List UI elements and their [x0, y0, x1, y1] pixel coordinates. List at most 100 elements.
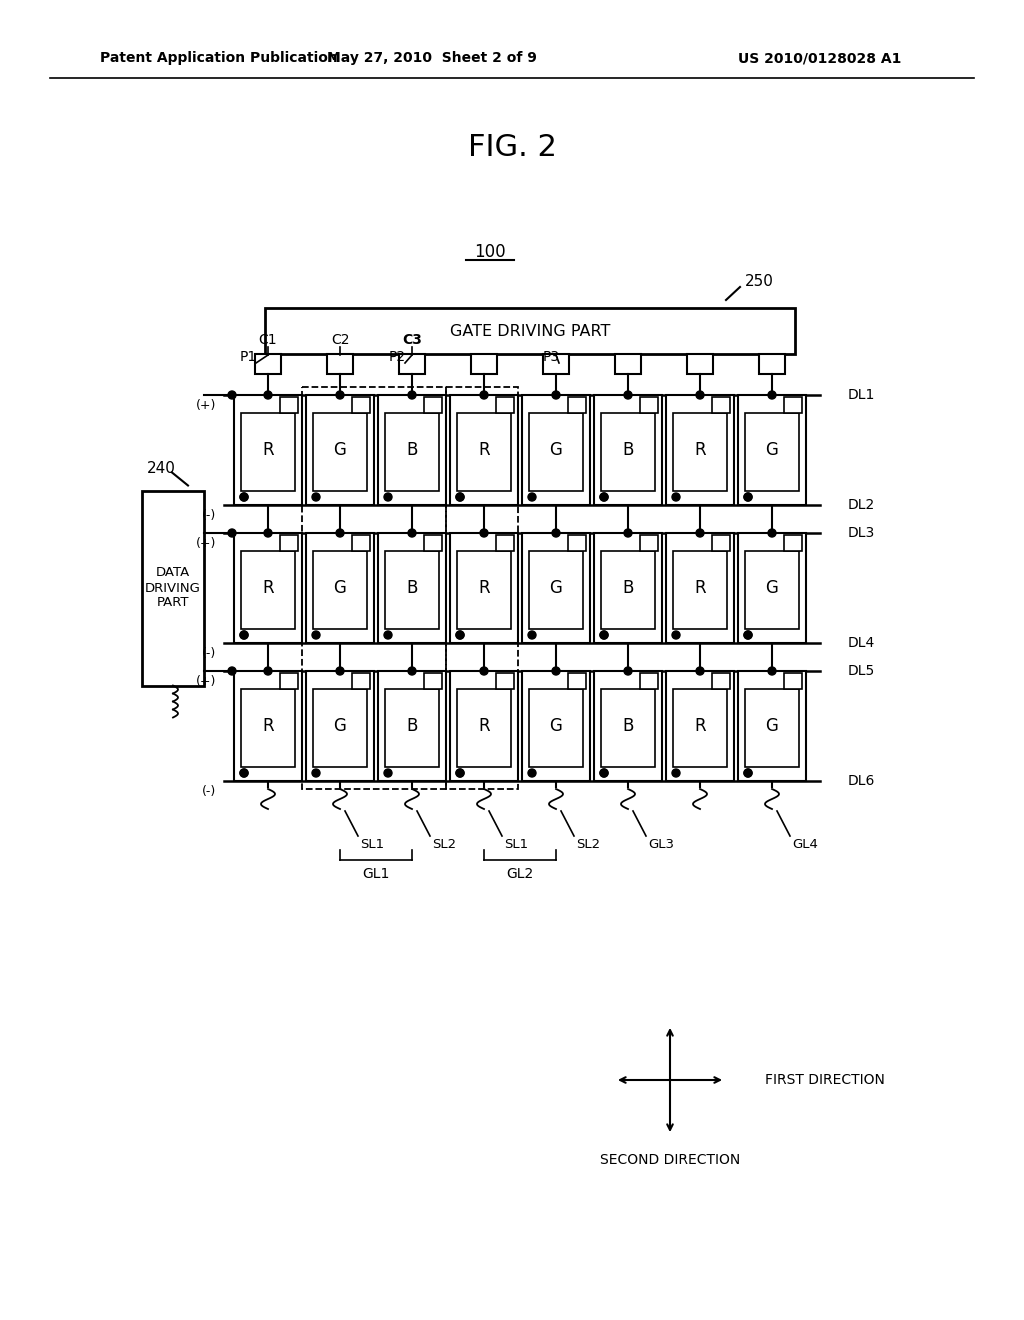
Bar [265, 308, 795, 354]
Circle shape [228, 529, 236, 537]
Text: SL1: SL1 [360, 837, 384, 850]
Bar [313, 413, 367, 491]
Circle shape [264, 529, 272, 537]
Circle shape [240, 492, 248, 502]
Text: US 2010/0128028 A1: US 2010/0128028 A1 [738, 51, 902, 65]
Circle shape [624, 667, 632, 675]
Text: G: G [334, 441, 346, 459]
Circle shape [480, 529, 488, 537]
Text: DL2: DL2 [848, 498, 876, 512]
Bar [241, 550, 295, 630]
Circle shape [336, 391, 344, 399]
Text: (-): (-) [202, 785, 216, 799]
Bar [385, 413, 439, 491]
Text: R: R [478, 717, 489, 735]
Text: G: G [766, 579, 778, 597]
Bar [529, 689, 583, 767]
Circle shape [240, 770, 248, 777]
Circle shape [672, 631, 680, 639]
Circle shape [744, 492, 752, 502]
Bar [543, 354, 569, 374]
Bar [759, 354, 785, 374]
Bar [313, 689, 367, 767]
Bar [784, 673, 802, 689]
Bar [568, 535, 586, 550]
Circle shape [240, 492, 248, 502]
Circle shape [624, 391, 632, 399]
Circle shape [312, 770, 319, 777]
Text: G: G [334, 717, 346, 735]
Bar [280, 673, 298, 689]
Bar [712, 673, 730, 689]
Text: DL5: DL5 [848, 664, 876, 678]
Circle shape [456, 770, 464, 777]
Text: SL2: SL2 [432, 837, 456, 850]
Bar [496, 673, 514, 689]
Bar [522, 671, 590, 781]
Text: G: G [550, 717, 562, 735]
Text: R: R [262, 717, 273, 735]
Text: 100: 100 [474, 243, 506, 261]
Bar [142, 491, 204, 685]
Bar [594, 395, 662, 506]
Text: DL1: DL1 [848, 388, 876, 403]
Text: DL4: DL4 [848, 636, 876, 649]
Text: GL1: GL1 [362, 867, 390, 880]
Bar [529, 550, 583, 630]
Bar [352, 397, 370, 413]
Bar [352, 673, 370, 689]
Circle shape [480, 391, 488, 399]
Bar [450, 533, 518, 643]
Circle shape [228, 391, 236, 399]
Circle shape [696, 529, 705, 537]
Circle shape [600, 631, 608, 639]
Bar [255, 354, 281, 374]
Circle shape [384, 770, 392, 777]
Circle shape [552, 667, 560, 675]
Bar [568, 397, 586, 413]
Bar [234, 395, 302, 506]
Circle shape [312, 631, 319, 639]
Circle shape [600, 492, 608, 502]
Circle shape [696, 391, 705, 399]
Bar [738, 533, 806, 643]
Bar [280, 535, 298, 550]
Circle shape [312, 492, 319, 502]
Bar [313, 550, 367, 630]
Bar [385, 550, 439, 630]
Text: B: B [407, 441, 418, 459]
Bar [378, 395, 446, 506]
Bar [615, 354, 641, 374]
Circle shape [456, 492, 464, 502]
Bar [594, 533, 662, 643]
Text: DL6: DL6 [848, 774, 876, 788]
Bar [784, 397, 802, 413]
Bar [601, 550, 655, 630]
Bar [327, 354, 353, 374]
Text: Patent Application Publication: Patent Application Publication [100, 51, 338, 65]
Bar [745, 689, 799, 767]
Text: B: B [407, 579, 418, 597]
Bar [687, 354, 713, 374]
Circle shape [552, 529, 560, 537]
Bar [450, 395, 518, 506]
Text: B: B [623, 441, 634, 459]
Bar [738, 671, 806, 781]
Bar [673, 550, 727, 630]
Bar [234, 533, 302, 643]
Text: R: R [478, 579, 489, 597]
Bar [640, 397, 658, 413]
Circle shape [768, 391, 776, 399]
Bar [640, 535, 658, 550]
Bar [784, 535, 802, 550]
Circle shape [336, 529, 344, 537]
Circle shape [240, 631, 248, 639]
Circle shape [336, 667, 344, 675]
Circle shape [552, 391, 560, 399]
Circle shape [240, 770, 248, 777]
Text: GL4: GL4 [792, 837, 818, 850]
Text: R: R [694, 717, 706, 735]
Circle shape [264, 667, 272, 675]
Bar [666, 533, 734, 643]
Circle shape [528, 770, 536, 777]
